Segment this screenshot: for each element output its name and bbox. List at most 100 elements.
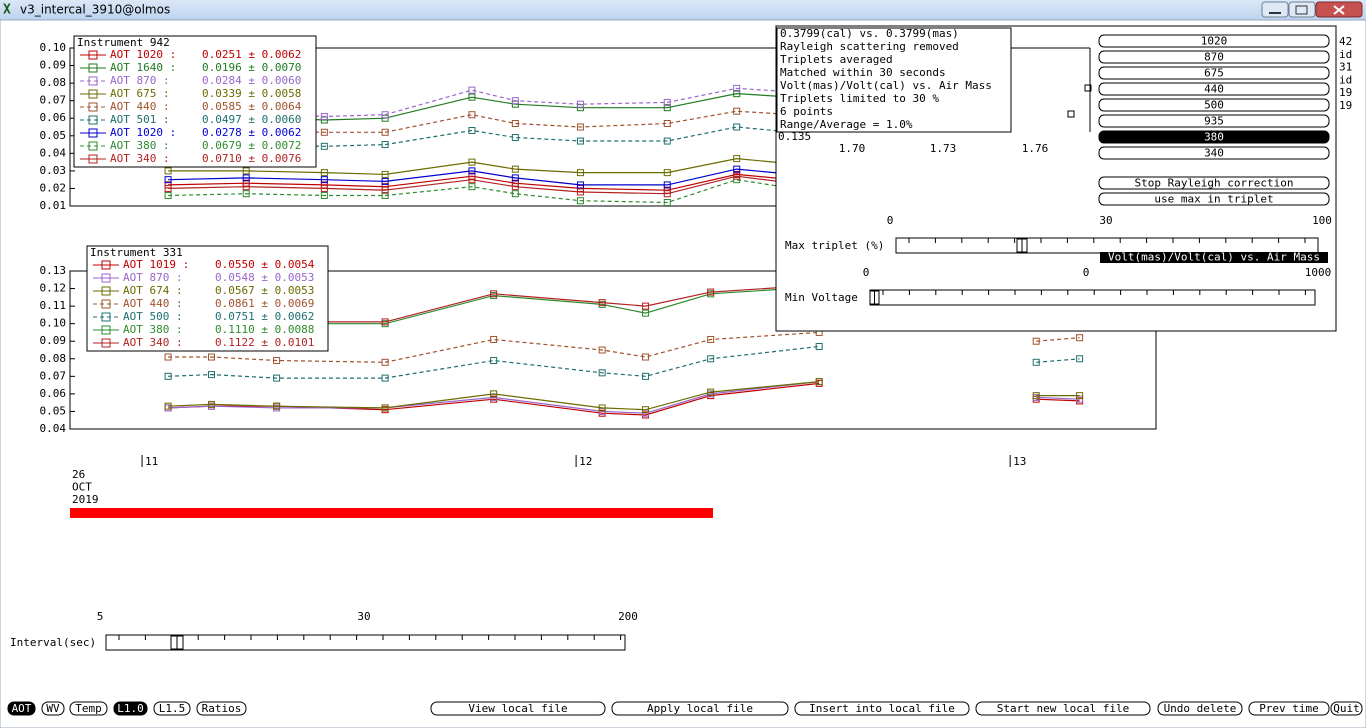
mode-button[interactable] <box>113 701 148 716</box>
y-tick-label: 0.11 <box>40 299 67 312</box>
data-point <box>663 169 671 177</box>
action-button[interactable] <box>794 701 970 716</box>
action-button[interactable] <box>430 701 606 716</box>
scale-label: 0 <box>887 214 894 227</box>
scale-label: 100 <box>1312 214 1332 227</box>
mode-button[interactable] <box>153 701 191 716</box>
data-point <box>663 190 671 198</box>
data-point <box>642 372 650 380</box>
data-point <box>576 188 584 196</box>
legend-value: 0.0567 ± 0.0053 <box>215 284 314 297</box>
inner-x-label: 1.76 <box>1022 142 1049 155</box>
data-point <box>381 374 389 382</box>
action-label: Start new local file <box>997 702 1129 715</box>
data-point <box>598 299 606 307</box>
mode-label: L1.0 <box>117 702 144 715</box>
data-point <box>468 183 476 191</box>
legend-label: AOT 440 : <box>110 100 170 113</box>
info-box <box>776 27 1012 133</box>
data-point <box>511 174 519 182</box>
data-point <box>642 406 650 414</box>
legend-value: 0.0548 ± 0.0053 <box>215 271 314 284</box>
series-line <box>168 168 794 186</box>
data-point <box>1076 355 1084 363</box>
mode-button[interactable] <box>69 701 108 716</box>
data-point <box>164 176 172 184</box>
x-tick-label: 13 <box>1013 455 1026 468</box>
legend-marker <box>101 312 111 322</box>
time-range-bar <box>70 508 713 518</box>
data-point <box>381 404 389 412</box>
scale-label: 0 <box>863 266 870 279</box>
wavelength-label: 935 <box>1204 115 1224 128</box>
legend-label: AOT 380 : <box>123 323 183 336</box>
data-point <box>576 169 584 177</box>
action-button[interactable] <box>1157 701 1243 716</box>
mode-label: Ratios <box>202 702 242 715</box>
action-button[interactable] <box>1248 701 1330 716</box>
data-point <box>273 374 281 382</box>
legend-label: AOT 340 : <box>110 152 170 165</box>
data-point <box>490 357 498 365</box>
data-point <box>642 309 650 317</box>
data-point <box>490 390 498 398</box>
side-label: 19 <box>1339 86 1352 99</box>
wavelength-button[interactable] <box>1098 146 1330 160</box>
legend-label: AOT 340 : <box>123 336 183 349</box>
wavelength-button[interactable] <box>1098 50 1330 64</box>
wavelength-button[interactable] <box>1098 82 1330 96</box>
action-label: Undo delete <box>1164 702 1237 715</box>
y-tick-label: 0.04 <box>40 146 67 159</box>
data-point <box>242 183 250 191</box>
dialog-button[interactable] <box>1098 192 1330 206</box>
series-line <box>168 345 1080 379</box>
wavelength-label: 500 <box>1204 99 1224 112</box>
maximize-button[interactable] <box>1288 1 1316 18</box>
wavelength-button[interactable] <box>1098 66 1330 80</box>
mode-button[interactable] <box>7 701 36 716</box>
data-point <box>733 90 741 98</box>
legend-label: AOT 1020 : <box>110 126 176 139</box>
data-point <box>707 355 715 363</box>
data-point <box>381 358 389 366</box>
legend-marker <box>88 89 98 99</box>
data-point <box>468 86 476 94</box>
legend-marker <box>88 50 98 60</box>
mode-button[interactable] <box>41 701 65 716</box>
action-button[interactable] <box>1330 701 1363 716</box>
legend-marker <box>88 128 98 138</box>
mode-button[interactable] <box>196 701 247 716</box>
legend-label: AOT 870 : <box>110 74 170 87</box>
x-tick-label: 12 <box>579 455 592 468</box>
data-point <box>598 369 606 377</box>
series-line <box>168 157 794 176</box>
data-point <box>320 191 328 199</box>
title-bar <box>0 0 1366 20</box>
minimize-button[interactable] <box>1261 1 1289 18</box>
action-button[interactable] <box>975 701 1151 716</box>
data-point <box>576 181 584 189</box>
data-point <box>663 181 671 189</box>
wavelength-button[interactable] <box>1098 98 1330 112</box>
dialog-button[interactable] <box>1098 176 1330 190</box>
data-point <box>208 353 216 361</box>
data-point <box>663 104 671 112</box>
data-point <box>490 290 498 298</box>
wavelength-button[interactable] <box>1098 114 1330 128</box>
wavelength-button[interactable] <box>1098 34 1330 48</box>
slider-track[interactable] <box>105 634 626 651</box>
action-button[interactable] <box>611 701 789 716</box>
data-point <box>273 357 281 365</box>
data-point <box>598 346 606 354</box>
wavelength-label: 870 <box>1204 51 1224 64</box>
data-point <box>381 318 389 326</box>
data-point <box>707 335 715 343</box>
legend-value: 0.1122 ± 0.0101 <box>215 336 314 349</box>
wavelength-button[interactable] <box>1098 130 1330 144</box>
maximize-icon <box>1295 5 1308 15</box>
inner-x-label: 1.70 <box>839 142 866 155</box>
data-point <box>164 402 172 410</box>
legend-value: 0.0710 ± 0.0076 <box>202 152 301 165</box>
data-point <box>511 165 519 173</box>
slider-track[interactable] <box>869 289 1316 306</box>
